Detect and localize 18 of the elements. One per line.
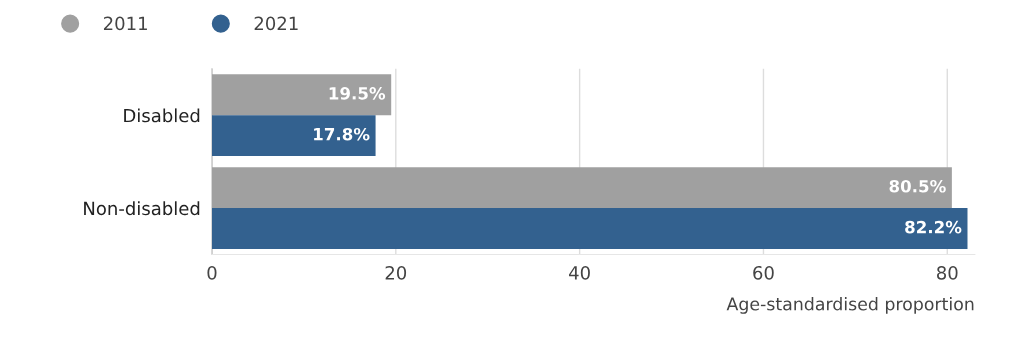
data-label: 80.5% (889, 179, 946, 193)
x-tick-label: 80 (937, 265, 958, 280)
x-axis-title: Age-standardised proportion (726, 297, 974, 314)
data-label: 17.8% (314, 127, 370, 141)
x-tick-label: 60 (753, 265, 774, 280)
y-tick-label: Non-disabled (84, 201, 200, 216)
data-label: 82.2% (905, 220, 962, 234)
bar (211, 74, 392, 116)
x-tick-label: 0 (207, 265, 217, 280)
x-tick-label: 40 (569, 265, 590, 280)
bar (211, 208, 968, 249)
bar (211, 115, 376, 157)
x-tick-label: 20 (385, 265, 407, 280)
bar (211, 167, 952, 209)
data-label: 19.5% (329, 87, 386, 100)
y-tick-label: Disabled (124, 108, 200, 123)
legend-label: 2021 (254, 16, 298, 31)
legend-label: 2011 (103, 16, 147, 31)
